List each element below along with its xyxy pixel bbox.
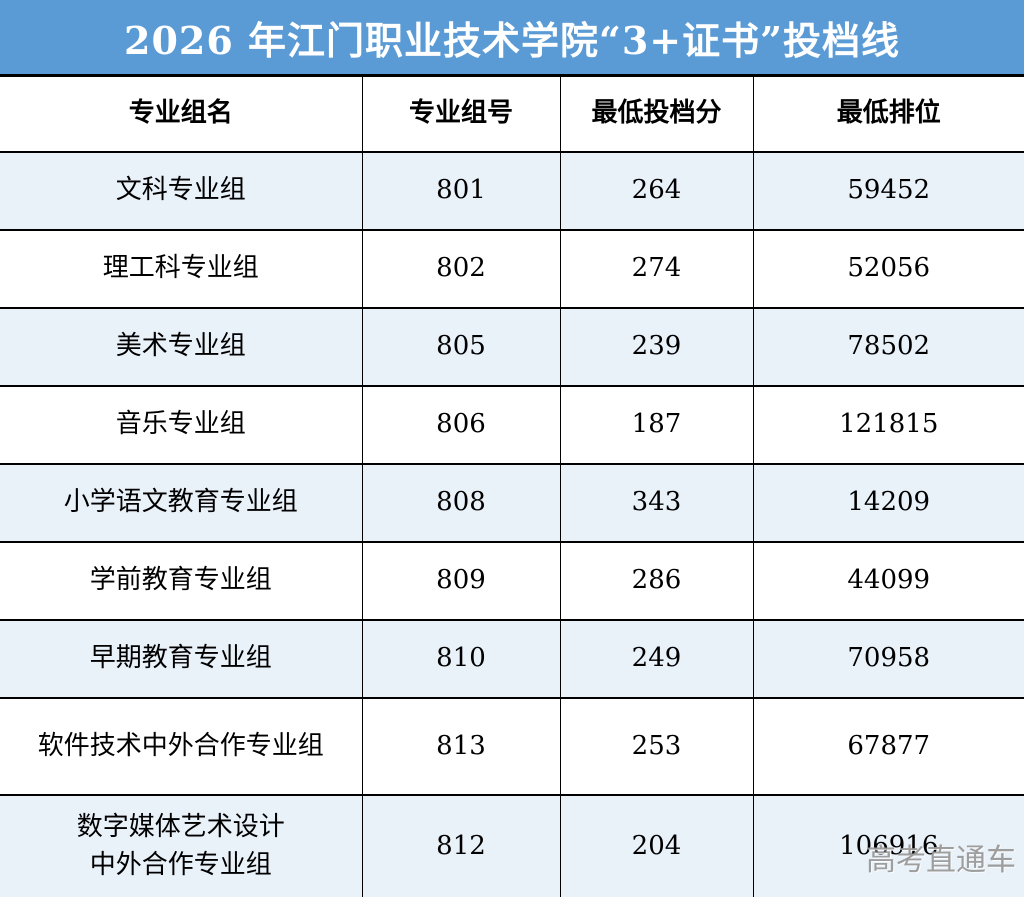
min-score-cell: 249 xyxy=(559,620,753,699)
table-row: 文科专业组 801 264 59452 xyxy=(0,152,1024,231)
table-row: 音乐专业组 806 187 121815 xyxy=(0,386,1024,465)
min-rank-cell: 70958 xyxy=(752,620,1024,699)
header-group-no: 专业组号 xyxy=(361,77,560,153)
group-name-cell: 小学语文教育专业组 xyxy=(0,464,362,543)
group-no-cell: 812 xyxy=(361,795,560,897)
min-rank-cell: 121815 xyxy=(752,386,1024,465)
min-score-cell: 274 xyxy=(559,230,753,309)
group-no-cell: 809 xyxy=(361,542,560,621)
min-rank-cell: 52056 xyxy=(752,230,1024,309)
table-row: 软件技术中外合作专业组 813 253 67877 xyxy=(0,698,1024,796)
table-header-row: 专业组名 专业组号 最低投档分 最低排位 xyxy=(0,77,1024,153)
group-name-cell: 早期教育专业组 xyxy=(0,620,362,699)
min-score-cell: 286 xyxy=(559,542,753,621)
group-name-cell: 美术专业组 xyxy=(0,308,362,387)
min-rank-cell: 67877 xyxy=(752,698,1024,796)
table-row: 理工科专业组 802 274 52056 xyxy=(0,230,1024,309)
group-no-cell: 805 xyxy=(361,308,560,387)
min-score-cell: 204 xyxy=(559,795,753,897)
group-name-cell: 音乐专业组 xyxy=(0,386,362,465)
table-row: 学前教育专业组 809 286 44099 xyxy=(0,542,1024,621)
group-name-cell: 理工科专业组 xyxy=(0,230,362,309)
header-group-name: 专业组名 xyxy=(0,77,362,153)
min-score-cell: 264 xyxy=(559,152,753,231)
group-no-cell: 806 xyxy=(361,386,560,465)
min-rank-cell: 14209 xyxy=(752,464,1024,543)
group-name-cell: 软件技术中外合作专业组 xyxy=(0,698,362,796)
title-banner: 2026 年江门职业技术学院“3+证书”投档线 xyxy=(0,0,1024,77)
table-row: 数字媒体艺术设计 中外合作专业组 812 204 106916 xyxy=(0,795,1024,897)
min-score-cell: 187 xyxy=(559,386,753,465)
min-rank-cell: 59452 xyxy=(752,152,1024,231)
group-name-cell: 数字媒体艺术设计 中外合作专业组 xyxy=(0,795,362,897)
min-score-cell: 343 xyxy=(559,464,753,543)
admission-score-table: 专业组名 专业组号 最低投档分 最低排位 文科专业组 801 264 59452… xyxy=(0,77,1024,897)
min-rank-cell: 106916 xyxy=(752,795,1024,897)
header-min-score: 最低投档分 xyxy=(559,77,753,153)
group-name-cell: 文科专业组 xyxy=(0,152,362,231)
table-row: 早期教育专业组 810 249 70958 xyxy=(0,620,1024,699)
group-no-cell: 810 xyxy=(361,620,560,699)
header-min-rank: 最低排位 xyxy=(752,77,1024,153)
table-row: 美术专业组 805 239 78502 xyxy=(0,308,1024,387)
group-no-cell: 801 xyxy=(361,152,560,231)
min-rank-cell: 44099 xyxy=(752,542,1024,621)
group-no-cell: 813 xyxy=(361,698,560,796)
min-score-cell: 239 xyxy=(559,308,753,387)
min-score-cell: 253 xyxy=(559,698,753,796)
page-title: 2026 年江门职业技术学院“3+证书”投档线 xyxy=(124,17,900,63)
group-name-cell: 学前教育专业组 xyxy=(0,542,362,621)
table-row: 小学语文教育专业组 808 343 14209 xyxy=(0,464,1024,543)
group-no-cell: 808 xyxy=(361,464,560,543)
group-no-cell: 802 xyxy=(361,230,560,309)
min-rank-cell: 78502 xyxy=(752,308,1024,387)
